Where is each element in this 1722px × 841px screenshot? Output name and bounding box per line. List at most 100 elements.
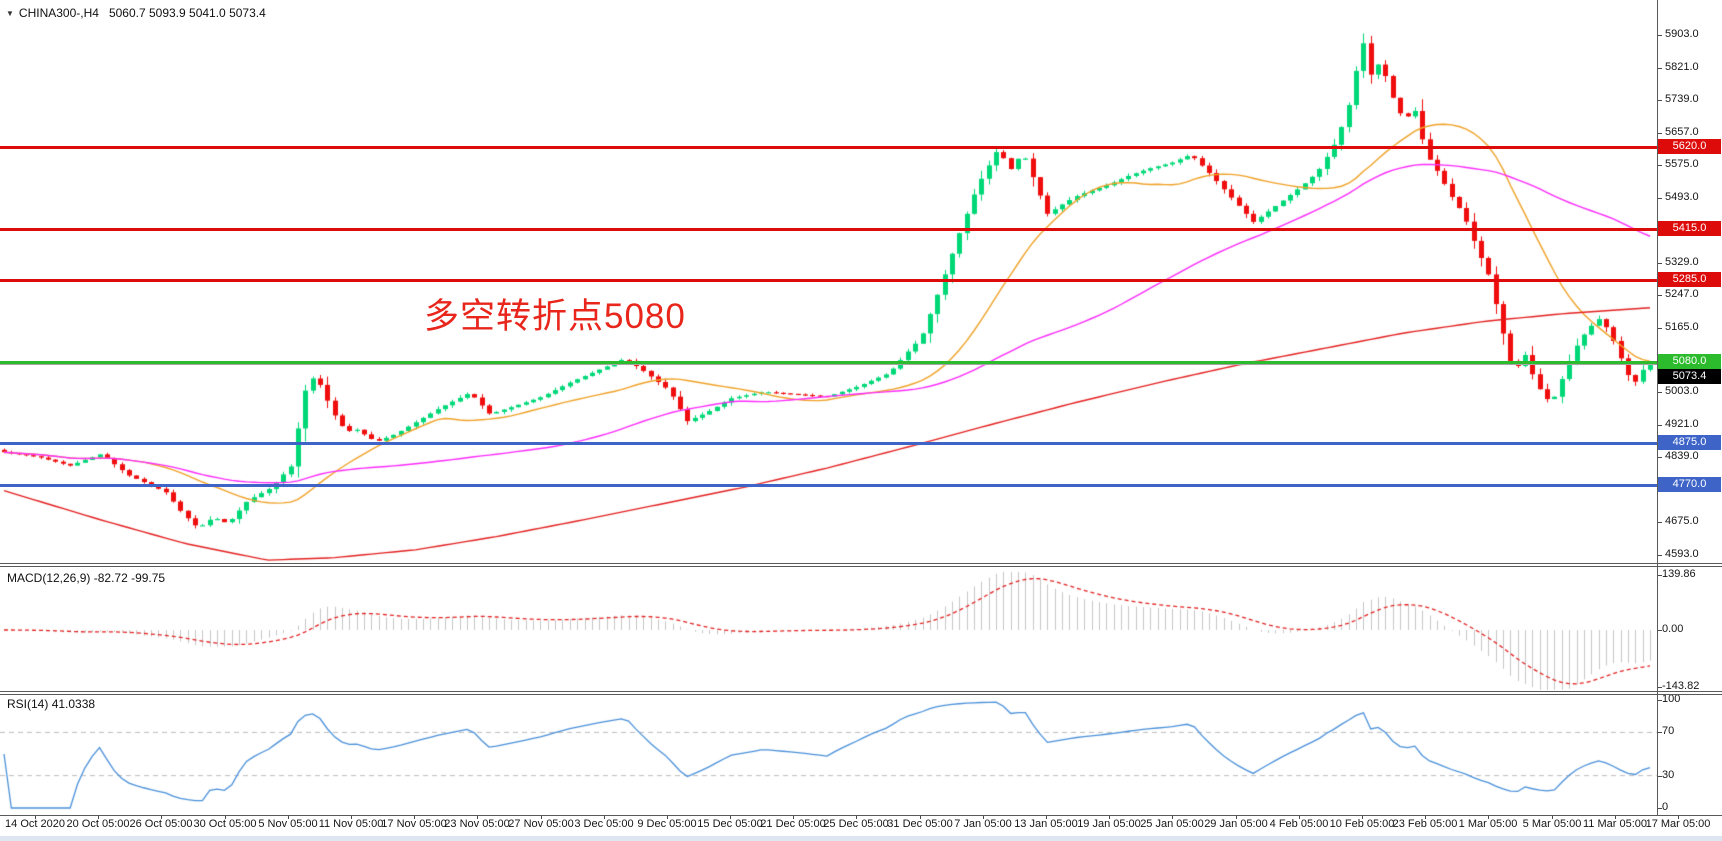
price-tick-label: 5821.0 — [1665, 61, 1699, 73]
level-line-pivot[interactable] — [0, 361, 1657, 364]
price-tick-label: 5575.0 — [1665, 158, 1699, 170]
time-tick-mark — [1678, 815, 1679, 819]
price-tick-label: 5329.0 — [1665, 256, 1699, 268]
level-line-support[interactable] — [0, 442, 1657, 445]
axis-tick-mark — [1657, 263, 1662, 264]
time-tick-mark — [288, 815, 289, 819]
level-line-support[interactable] — [0, 484, 1657, 487]
time-tick-label: 27 Nov 05:00 — [508, 818, 574, 830]
axis-tick-mark — [1657, 295, 1662, 296]
macd-values: -82.72 -99.75 — [93, 571, 166, 585]
time-tick-mark — [98, 815, 99, 819]
axis-tick-mark — [1657, 35, 1662, 36]
time-tick-label: 29 Jan 05:00 — [1204, 818, 1268, 830]
axis-tick-mark — [1657, 575, 1662, 576]
time-tick-label: 11 Mar 05:00 — [1582, 818, 1648, 830]
time-tick-mark — [414, 815, 415, 819]
rsi-tick-label: 100 — [1662, 693, 1681, 705]
time-tick-label: 15 Dec 05:00 — [697, 818, 763, 830]
axis-tick-mark — [1657, 198, 1662, 199]
axis-tick-mark — [1657, 630, 1662, 631]
rsi-value: 41.0338 — [51, 697, 96, 711]
price-tick-label: 4675.0 — [1665, 515, 1699, 527]
rsi-tick-label: 30 — [1662, 769, 1675, 781]
panel-separator[interactable] — [0, 563, 1722, 564]
macd-indicator-label: MACD(12,26,9) -82.72 -99.75 — [7, 571, 165, 585]
time-tick-mark — [1172, 815, 1173, 819]
time-tick-mark — [541, 815, 542, 819]
time-tick-label: 25 Dec 05:00 — [823, 818, 889, 830]
macd-tick-label: -143.82 — [1662, 680, 1700, 692]
chart-annotation-text[interactable]: 多空转折点5080 — [424, 297, 686, 336]
time-tick-mark — [1299, 815, 1300, 819]
axis-tick-mark — [1657, 700, 1662, 701]
axis-tick-mark — [1657, 425, 1662, 426]
time-tick-label: 11 Nov 05:00 — [318, 818, 384, 830]
time-tick-mark — [1425, 815, 1426, 819]
time-tick-mark — [604, 815, 605, 819]
time-tick-mark — [730, 815, 731, 819]
level-line-resistance[interactable] — [0, 146, 1657, 149]
status-strip — [0, 836, 1722, 841]
price-tick-label: 4921.0 — [1665, 418, 1699, 430]
level-price-badge: 5285.0 — [1658, 272, 1721, 287]
level-price-badge: 5080.0 — [1658, 354, 1721, 369]
time-tick-mark — [225, 815, 226, 819]
time-tick-label: 26 Oct 05:00 — [129, 818, 193, 830]
time-tick-label: 23 Feb 05:00 — [1392, 818, 1458, 830]
time-tick-label: 17 Nov 05:00 — [381, 818, 447, 830]
macd-tick-label: 0.00 — [1662, 623, 1684, 635]
time-tick-mark — [1362, 815, 1363, 819]
time-tick-label: 10 Feb 05:00 — [1329, 818, 1395, 830]
time-tick-label: 7 Jan 05:00 — [954, 818, 1012, 830]
time-tick-mark — [920, 815, 921, 819]
panel-separator — [0, 566, 1722, 567]
time-tick-label: 21 Dec 05:00 — [760, 818, 826, 830]
time-axis-line — [0, 815, 1722, 816]
symbol-timeframe-label: CHINA300-,H4 — [18, 6, 99, 20]
macd-tick-label: 139.86 — [1662, 568, 1696, 580]
time-tick-mark — [793, 815, 794, 819]
axis-tick-mark — [1657, 687, 1662, 688]
axis-tick-mark — [1657, 808, 1662, 809]
time-tick-mark — [856, 815, 857, 819]
axis-tick-mark — [1657, 776, 1662, 777]
rsi-name: RSI(14) — [7, 697, 49, 711]
time-tick-label: 31 Dec 05:00 — [887, 818, 953, 830]
time-tick-label: 17 Mar 05:00 — [1645, 818, 1711, 830]
time-tick-label: 14 Oct 2020 — [5, 818, 65, 830]
rsi-tick-label: 70 — [1662, 725, 1675, 737]
level-price-badge: 5620.0 — [1658, 139, 1721, 154]
macd-name: MACD(12,26,9) — [7, 571, 91, 585]
time-tick-mark — [1488, 815, 1489, 819]
time-tick-label: 5 Mar 05:00 — [1522, 818, 1582, 830]
time-tick-label: 4 Feb 05:00 — [1269, 818, 1329, 830]
axis-tick-mark — [1657, 328, 1662, 329]
time-tick-mark — [1615, 815, 1616, 819]
price-tick-label: 5247.0 — [1665, 288, 1699, 300]
time-tick-label: 25 Jan 05:00 — [1140, 818, 1204, 830]
panel-separator[interactable] — [0, 691, 1722, 692]
time-tick-mark — [1109, 815, 1110, 819]
time-tick-label: 23 Nov 05:00 — [444, 818, 510, 830]
time-tick-label: 13 Jan 05:00 — [1014, 818, 1078, 830]
price-axis-line — [1657, 0, 1658, 815]
time-tick-label: 3 Dec 05:00 — [574, 818, 634, 830]
price-tick-label: 4839.0 — [1665, 450, 1699, 462]
level-line-resistance[interactable] — [0, 279, 1657, 282]
axis-tick-mark — [1657, 100, 1662, 101]
level-price-badge: 4875.0 — [1658, 435, 1721, 450]
axis-tick-mark — [1657, 392, 1662, 393]
current-price-badge: 5073.4 — [1658, 369, 1721, 384]
time-tick-label: 1 Mar 05:00 — [1458, 818, 1518, 830]
price-tick-label: 5657.0 — [1665, 126, 1699, 138]
time-tick-label: 20 Oct 05:00 — [66, 818, 130, 830]
symbol-dropdown-icon[interactable]: ▼ — [6, 9, 14, 19]
rsi-tick-label: 0 — [1662, 801, 1669, 813]
level-line-resistance[interactable] — [0, 228, 1657, 231]
time-tick-mark — [351, 815, 352, 819]
level-price-badge: 4770.0 — [1658, 477, 1721, 492]
time-tick-label: 5 Nov 05:00 — [258, 818, 318, 830]
